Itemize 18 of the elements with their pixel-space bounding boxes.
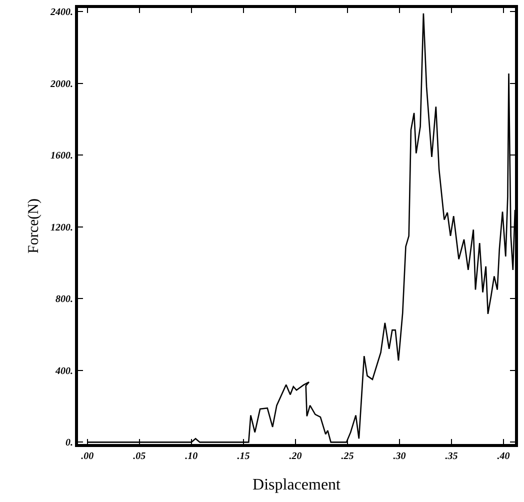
y-tick-label: 2400. bbox=[50, 7, 73, 18]
x-tick-label: .30 bbox=[393, 451, 406, 462]
x-tick-label: .20 bbox=[289, 451, 302, 462]
y-tick-label: 2000. bbox=[50, 78, 73, 90]
x-tick-label: .10 bbox=[185, 451, 198, 462]
y-tick-label: 1600. bbox=[50, 150, 73, 162]
y-tick-label: 800. bbox=[56, 294, 73, 306]
x-tick-label: .00 bbox=[81, 451, 94, 462]
x-tick-label: .15 bbox=[237, 451, 250, 462]
y-axis-title: Force(N) bbox=[26, 198, 42, 254]
x-tick-label: .05 bbox=[133, 451, 146, 462]
x-axis-title: Displacement bbox=[252, 476, 342, 494]
y-tick-label: 1200. bbox=[50, 222, 73, 234]
x-tick-label: .40 bbox=[497, 451, 510, 462]
y-tick-label: 400. bbox=[54, 366, 73, 377]
x-tick-label: .35 bbox=[445, 451, 458, 462]
x-tick-label: .25 bbox=[341, 451, 354, 462]
y-tick-label: 0. bbox=[66, 438, 73, 449]
